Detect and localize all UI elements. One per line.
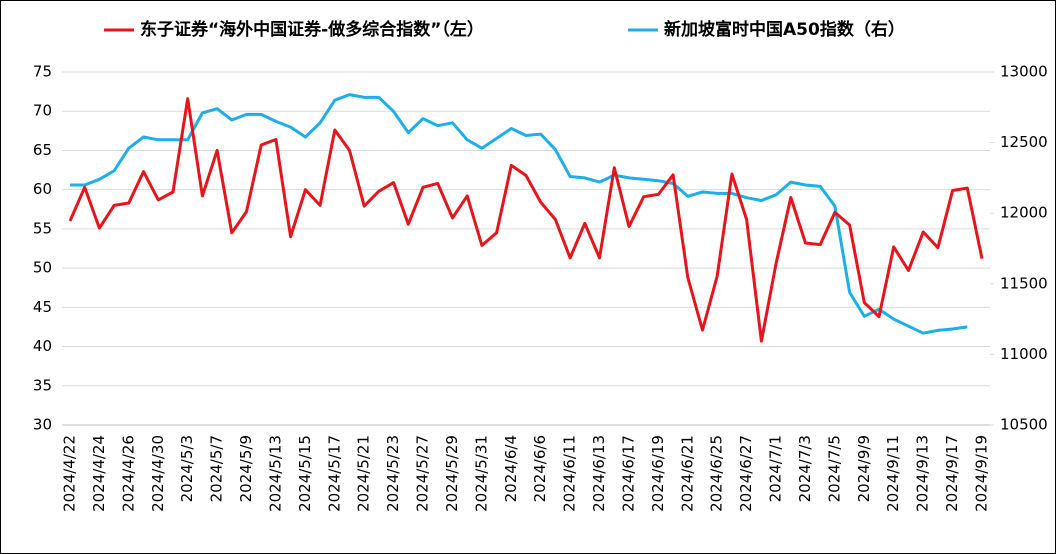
x-tick-label: 2024/6/25 [708,435,726,512]
x-tick-label: 2024/9/19 [973,435,991,512]
y2-tick-label: 11500 [1000,274,1048,292]
x-tick-label: 2024/7/3 [796,435,814,502]
x-tick-label: 2024/5/3 [178,435,196,502]
x-tick-label: 2024/5/21 [355,435,373,512]
x-tick-label: 2024/6/17 [619,435,637,512]
x-tick-label: 2024/9/9 [855,435,873,502]
x-tick-label: 2024/5/7 [208,435,226,502]
series-line [68,97,984,343]
y-tick-label: 50 [33,259,52,277]
x-tick-label: 2024/5/13 [266,435,284,512]
x-tick-label: 2024/6/19 [649,435,667,512]
x-tick-label: 2024/9/13 [914,435,932,512]
legend-label: 东子证券“海外中国证券-做多综合指数”（左） [140,19,484,40]
x-tick-label: 2024/4/22 [61,435,79,512]
y-tick-label: 65 [33,141,52,159]
y2-tick-label: 10500 [1000,416,1048,434]
x-tick-label: 2024/5/29 [443,435,461,512]
x-tick-label: 2024/7/1 [767,435,785,502]
x-tick-label: 2024/6/13 [590,435,608,512]
x-tick-label: 2024/5/23 [384,435,402,512]
y-tick-label: 55 [33,219,52,237]
x-tick-label: 2024/5/17 [325,435,343,512]
x-tick-label: 2024/9/17 [943,435,961,512]
y2-tick-label: 13000 [1000,63,1048,81]
x-tick-label: 2024/4/26 [119,435,137,512]
x-tick-label: 2024/7/5 [825,435,843,502]
y-tick-label: 40 [33,337,52,355]
x-tick-label: 2024/6/4 [502,435,520,502]
y-tick-label: 35 [33,376,52,394]
x-tick-label: 2024/6/6 [531,435,549,502]
y2-tick-label: 12000 [1000,204,1048,222]
x-tick-label: 2024/5/9 [237,435,255,502]
x-tick-label: 2024/6/21 [678,435,696,512]
x-tick-label: 2024/4/24 [90,435,108,512]
y-tick-label: 70 [33,102,52,120]
x-tick-label: 2024/6/11 [561,435,579,512]
y-tick-label: 45 [33,298,52,316]
x-tick-label: 2024/4/30 [149,435,167,512]
y-tick-label: 75 [33,63,52,81]
x-tick-label: 2024/9/11 [884,435,902,512]
y2-tick-label: 12500 [1000,133,1048,151]
x-tick-label: 2024/5/27 [414,435,432,512]
y2-tick-label: 11000 [1000,345,1048,363]
y-tick-label: 60 [33,180,52,198]
x-tick-label: 2024/5/31 [472,435,490,512]
x-tick-label: 2024/6/27 [737,435,755,512]
x-tick-label: 2024/5/15 [296,435,314,512]
y-tick-label: 30 [33,416,52,434]
series-line [70,93,968,335]
legend-label: 新加坡富时中国A50指数（右） [664,19,905,40]
